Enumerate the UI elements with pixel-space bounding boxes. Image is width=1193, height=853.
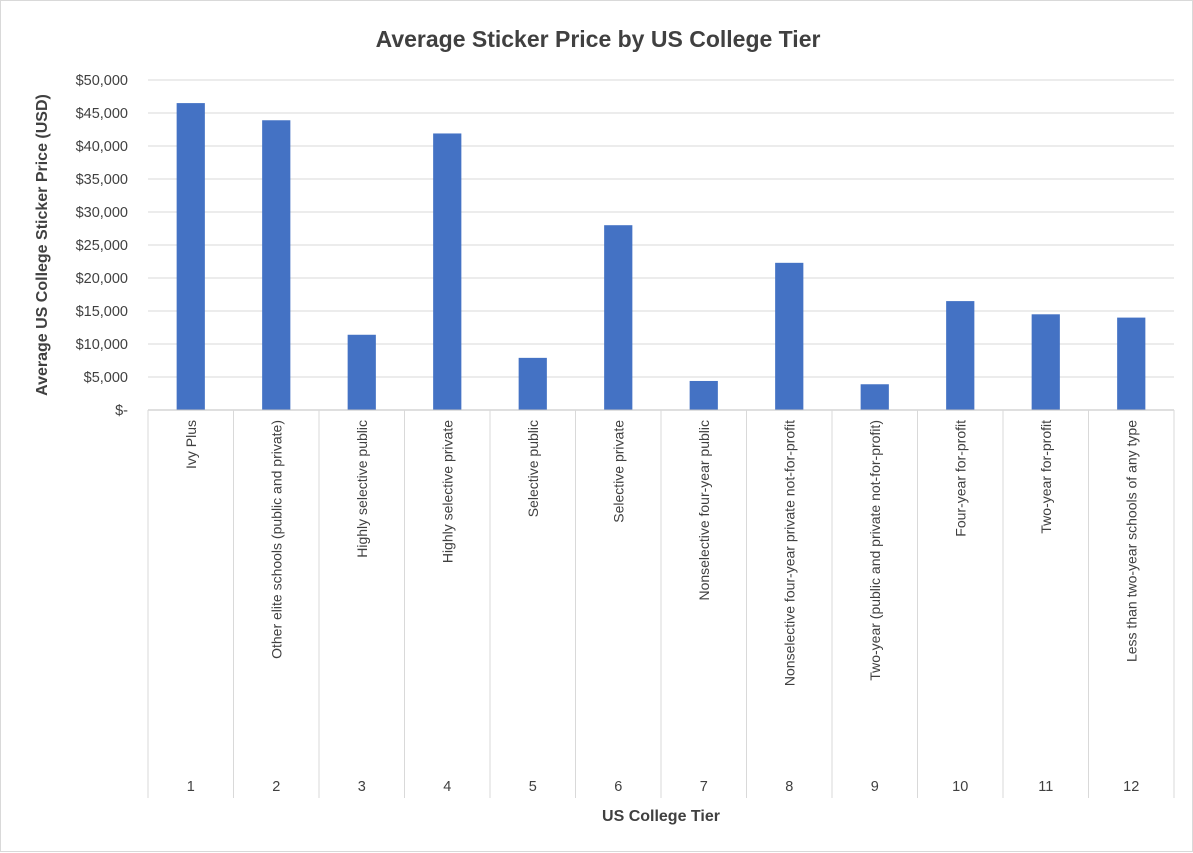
x-category-label: Other elite schools (public and private) (268, 420, 284, 659)
bar (433, 133, 462, 410)
bar (262, 120, 291, 410)
bar (347, 334, 376, 410)
bar (176, 103, 205, 410)
bar (775, 262, 804, 410)
bar (946, 301, 975, 410)
x-category-label: Nonselective four-year private not-for-p… (781, 420, 797, 686)
x-category-label: Two-year for-profit (1038, 420, 1054, 534)
x-category-label: Highly selective private (439, 420, 455, 563)
x-category-label: Selective public (525, 420, 541, 517)
x-tier-label: 1 (187, 779, 195, 795)
y-axis-tick-labels: $- $5,000 $10,000 $15,000 $20,000 $25,000 $30,… (76, 73, 129, 419)
x-tier-label: 8 (785, 779, 793, 795)
y-tick-label: $20,000 (76, 271, 128, 287)
x-category-label: Ivy Plus (183, 420, 199, 469)
chart-title: Average Sticker Price by US College Tier (376, 26, 821, 52)
bar (518, 357, 547, 410)
x-category-label: Four-year for-profit (952, 420, 968, 537)
y-tick-label: $45,000 (76, 106, 128, 122)
x-tier-label: 5 (529, 779, 537, 795)
y-tick-label: $30,000 (76, 205, 128, 221)
x-axis-title: US College Tier (602, 808, 720, 825)
y-tick-label: $5,000 (84, 370, 128, 386)
y-axis-title: Average US College Sticker Price (USD) (34, 94, 51, 396)
x-tier-label: 6 (614, 779, 622, 795)
gridlines (148, 79, 1174, 378)
x-tier-label: 10 (952, 779, 968, 795)
y-tick-label: $10,000 (76, 337, 128, 353)
bar (860, 384, 889, 410)
x-category-label: Two-year (public and private not-for-pro… (867, 420, 883, 681)
x-tier-label: 12 (1123, 779, 1139, 795)
bars (176, 103, 1146, 410)
x-category-label: Highly selective public (354, 420, 370, 558)
y-tick-label: $15,000 (76, 304, 128, 320)
x-category-label: Nonselective four-year public (696, 420, 712, 601)
y-tick-label: $50,000 (76, 73, 128, 89)
bar (689, 380, 718, 410)
x-category-label: Less than two-year schools of any type (1123, 420, 1139, 662)
y-tick-label: $35,000 (76, 172, 128, 188)
bar (1031, 314, 1060, 410)
x-category-label: Selective private (610, 420, 626, 523)
y-tick-label: $40,000 (76, 139, 128, 155)
x-axis: Ivy Plus 1 Other elite schools (public and… (147, 409, 1175, 798)
x-tier-label: 4 (443, 779, 451, 795)
x-tier-label: 2 (272, 779, 280, 795)
y-tick-label: $- (115, 403, 128, 419)
x-tier-label: 3 (358, 779, 366, 795)
x-tier-label: 9 (871, 779, 879, 795)
x-tier-label: 7 (700, 779, 708, 795)
bar (1117, 317, 1146, 410)
bar (604, 225, 633, 410)
y-tick-label: $25,000 (76, 238, 128, 254)
x-tier-label: 11 (1038, 779, 1053, 795)
